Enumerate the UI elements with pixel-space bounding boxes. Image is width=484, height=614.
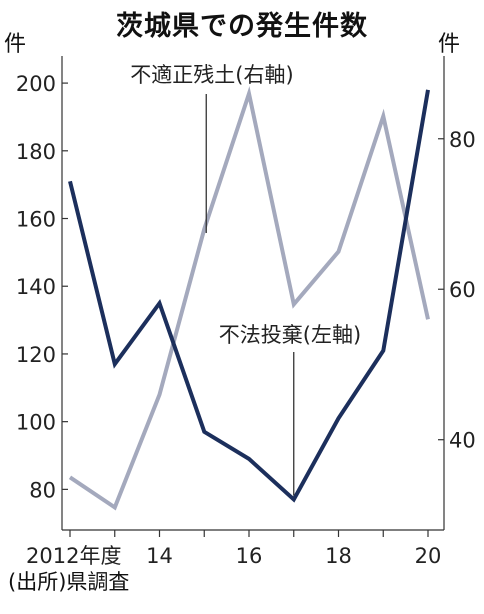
x-tick-label: 2012年度 xyxy=(26,544,121,568)
left-tick-label: 200 xyxy=(16,72,56,96)
right-tick-label: 60 xyxy=(449,278,476,302)
right-axis-unit: 件 xyxy=(437,32,460,57)
left-tick-label: 140 xyxy=(16,275,56,299)
x-tick-label: 14 xyxy=(146,544,173,568)
left-axis-unit: 件 xyxy=(4,32,27,57)
x-tick-label: 20 xyxy=(415,544,442,568)
x-tick-label: 16 xyxy=(236,544,263,568)
left-tick-label: 180 xyxy=(16,140,56,164)
series-line-right xyxy=(68,85,430,511)
left-tick-label: 80 xyxy=(29,478,56,502)
left-tick-label: 100 xyxy=(16,411,56,435)
annotation-left-series: 不法投棄(左軸) xyxy=(219,323,361,347)
left-tick-label: 120 xyxy=(16,343,56,367)
right-tick-label: 40 xyxy=(449,429,476,453)
source-note: (出所)県調査 xyxy=(8,570,130,594)
left-tick-label: 160 xyxy=(16,208,56,232)
annotation-right-series: 不適正残土(右軸) xyxy=(130,63,293,87)
chart-title: 茨城県での発生件数 xyxy=(116,11,368,42)
series-line-left xyxy=(68,89,430,503)
right-tick-label: 80 xyxy=(449,128,476,152)
x-tick-label: 18 xyxy=(325,544,352,568)
